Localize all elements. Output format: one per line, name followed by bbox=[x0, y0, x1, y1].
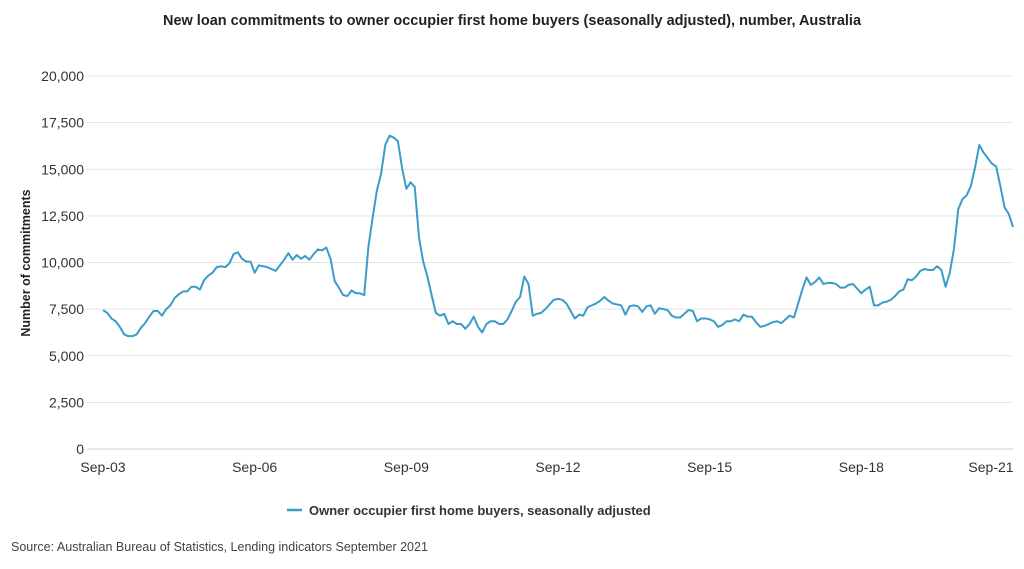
y-tick-label: 5,000 bbox=[49, 348, 84, 364]
y-tick-label: 15,000 bbox=[41, 161, 84, 177]
y-axis-title: Number of commitments bbox=[19, 189, 33, 336]
grid bbox=[87, 75, 1013, 450]
x-tick-label: Sep-18 bbox=[839, 459, 884, 475]
x-tick-label: Sep-09 bbox=[384, 459, 429, 475]
series-layer bbox=[102, 134, 1014, 338]
x-tick-label: Sep-21 bbox=[968, 459, 1013, 475]
source-note: Source: Australian Bureau of Statistics,… bbox=[11, 540, 428, 554]
x-tick-label: Sep-15 bbox=[687, 459, 732, 475]
y-tick-label: 0 bbox=[76, 441, 84, 457]
y-tick-label: 10,000 bbox=[41, 255, 84, 271]
chart-title: New loan commitments to owner occupier f… bbox=[163, 13, 862, 29]
y-tick-label: 20,000 bbox=[41, 68, 84, 84]
y-tick-label: 17,500 bbox=[41, 115, 84, 131]
legend[interactable]: Owner occupier first home buyers, season… bbox=[287, 503, 651, 518]
y-tick-label: 12,500 bbox=[41, 208, 84, 224]
series-line-first-home-buyers[interactable] bbox=[102, 134, 1014, 338]
x-tick-label: Sep-12 bbox=[535, 459, 580, 475]
x-tick-label: Sep-03 bbox=[80, 459, 125, 475]
y-axis-ticks: 0 2,500 5,000 7,500 10,000 12,500 15,000 17,500… bbox=[41, 68, 84, 457]
legend-label: Owner occupier first home buyers, season… bbox=[309, 503, 651, 518]
x-axis-ticks: Sep-03 Sep-06 Sep-09 Sep-12 Sep-15 Sep-18 Sep-… bbox=[80, 459, 1013, 475]
y-tick-label: 2,500 bbox=[49, 394, 84, 410]
y-tick-label: 7,500 bbox=[49, 301, 84, 317]
x-tick-label: Sep-06 bbox=[232, 459, 277, 475]
